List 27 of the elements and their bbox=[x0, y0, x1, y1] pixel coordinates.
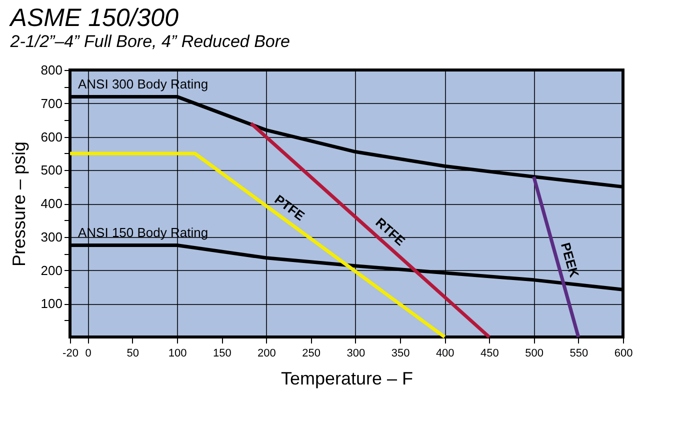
y-tick-label: 200 bbox=[40, 262, 62, 278]
x-tick-label: 450 bbox=[480, 348, 499, 360]
x-tick-label: 50 bbox=[126, 348, 140, 360]
x-tick-label: 550 bbox=[570, 348, 588, 360]
text: PEEK bbox=[558, 240, 582, 280]
x-tick-label: 100 bbox=[168, 348, 187, 360]
y-tick-label: 100 bbox=[40, 296, 62, 312]
chart-title: ASME 150/300 bbox=[8, 4, 179, 32]
y-tick-label: 400 bbox=[40, 196, 62, 211]
x-tick-label: 600 bbox=[614, 348, 633, 360]
x-tick-label: 500 bbox=[525, 348, 544, 360]
x-tick-label: 0 bbox=[85, 348, 92, 360]
x-tick-label: 400 bbox=[436, 348, 454, 360]
x-tick-label: 300 bbox=[346, 348, 366, 360]
y-axis-title: Pressure – psig bbox=[8, 141, 29, 267]
x-tick-label: 250 bbox=[302, 348, 320, 360]
chart-subtitle: 2-1/2”–4” Full Bore, 4” Reduced Bore bbox=[9, 32, 290, 51]
y-tick-label: 800 bbox=[40, 62, 62, 78]
y-tick-label: 700 bbox=[40, 96, 62, 111]
x-axis-title: Temperature – F bbox=[280, 368, 414, 388]
x-tick-label: 150 bbox=[212, 348, 232, 360]
y-tick-label: 300 bbox=[40, 229, 62, 244]
x-tick-label: 350 bbox=[391, 348, 410, 360]
x-tick-label: 200 bbox=[258, 348, 276, 360]
y-tick-label: 600 bbox=[40, 129, 62, 144]
y-tick-label: 500 bbox=[40, 162, 62, 178]
x-tick-label: -20 bbox=[62, 348, 78, 360]
